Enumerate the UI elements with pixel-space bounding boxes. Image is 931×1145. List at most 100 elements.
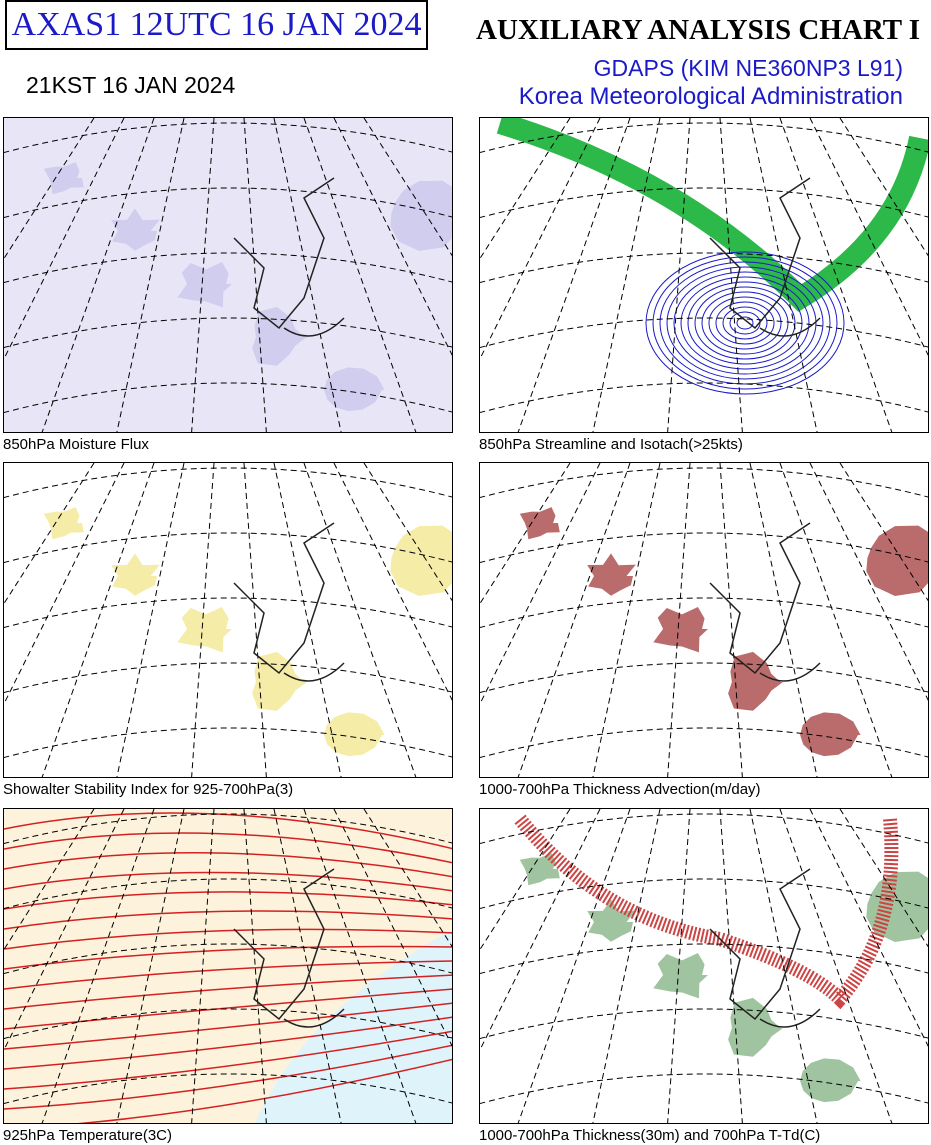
streamline (645, 251, 845, 395)
streamline (708, 296, 782, 350)
streamline (736, 316, 754, 330)
longitude-line (779, 118, 893, 432)
longitude-line (839, 809, 928, 948)
agency: Korea Meteorological Administration (518, 83, 903, 110)
streamline (652, 256, 838, 390)
streamline (680, 276, 810, 370)
longitude-line (667, 118, 691, 432)
field-shade (324, 367, 385, 412)
longitude-line (191, 463, 215, 777)
latitude-line (480, 878, 928, 910)
isotherm (4, 852, 452, 878)
chart-title: AUXILIARY ANALYSIS CHART I (476, 14, 921, 46)
coastline (233, 868, 345, 1028)
longitude-line (480, 809, 601, 1051)
latitude-line (480, 727, 928, 759)
field-shade (43, 507, 84, 540)
latitude-line (480, 467, 928, 499)
longitude-line (667, 463, 691, 777)
latitude-line (4, 122, 452, 154)
streamline (701, 291, 789, 355)
longitude-line (4, 463, 125, 705)
longitude-line (243, 118, 267, 432)
longitude-line (749, 809, 818, 1123)
panel-caption: 1000-700hPa Thickness(30m) and 700hPa T-… (479, 1127, 821, 1144)
model-name: GDAPS (KIM NE360NP3 L91) (593, 55, 903, 81)
isotherm (77, 1058, 452, 1123)
longitude-line (517, 118, 631, 432)
field-shade (587, 553, 636, 596)
longitude-line (41, 118, 155, 432)
longitude-line (116, 118, 185, 432)
streamline (687, 281, 803, 365)
longitude-line (667, 809, 691, 1123)
longitude-line (480, 463, 601, 705)
longitude-line (592, 463, 661, 777)
longitude-line (273, 118, 342, 432)
field-shade (800, 712, 861, 757)
isotherm (4, 891, 452, 910)
latitude-line (480, 532, 928, 564)
isotherm (4, 1002, 452, 1050)
longitude-line (243, 463, 267, 777)
field-shade (800, 1058, 861, 1103)
longitude-line (480, 118, 601, 360)
map-panel (479, 117, 929, 433)
coastline (709, 868, 821, 1028)
longitude-line (303, 118, 417, 432)
field-shade (519, 507, 560, 540)
longitude-line (303, 809, 417, 1123)
field-shade (252, 651, 307, 711)
longitude-line (592, 118, 661, 432)
longitude-line (719, 118, 743, 432)
longitude-line (4, 118, 95, 260)
latitude-line (480, 597, 928, 629)
longitude-line (749, 463, 818, 777)
longitude-line (363, 809, 452, 948)
isotherm (4, 1016, 452, 1070)
latitude-line (480, 1073, 928, 1105)
isotherm (4, 928, 452, 950)
streamline (659, 261, 831, 385)
streamline (673, 271, 817, 375)
field-shade (653, 953, 708, 999)
latitude-line (4, 187, 452, 219)
isotherm (4, 910, 452, 930)
field-shade (390, 525, 452, 596)
coastline (233, 522, 345, 682)
field-shade (519, 853, 560, 886)
map-panel (3, 808, 453, 1124)
latitude-line (4, 532, 452, 564)
longitude-line (191, 118, 215, 432)
field-shade (587, 899, 636, 942)
field-shade (728, 997, 783, 1057)
isotherm (4, 945, 452, 970)
longitude-line (4, 809, 95, 951)
longitude-line (116, 809, 185, 1123)
longitude-line (839, 118, 928, 257)
field-shade (177, 607, 232, 653)
longitude-line (719, 809, 743, 1123)
longitude-line (273, 463, 342, 777)
field-shade (866, 525, 928, 596)
streamline (694, 286, 796, 360)
latitude-line (4, 382, 452, 414)
longitude-line (273, 809, 342, 1123)
panel-caption: Showalter Stability Index for 925-700hPa… (3, 781, 294, 798)
longitude-line (749, 118, 818, 432)
local-time: 21KST 16 JAN 2024 (26, 72, 236, 98)
field-shade (390, 180, 452, 251)
field-shade (324, 712, 385, 757)
field-shade (866, 871, 928, 942)
longitude-line (839, 463, 928, 602)
longitude-line (41, 463, 155, 777)
isotherm (4, 974, 452, 1010)
isotherm (4, 960, 452, 990)
panel-caption: 850hPa Streamline and Isotach(>25kts) (479, 436, 743, 453)
field-shade (111, 208, 160, 251)
longitude-line (303, 463, 417, 777)
longitude-line (480, 463, 571, 605)
isotherm (4, 832, 452, 864)
panel-caption: 1000-700hPa Thickness Advection(m/day) (479, 781, 761, 798)
